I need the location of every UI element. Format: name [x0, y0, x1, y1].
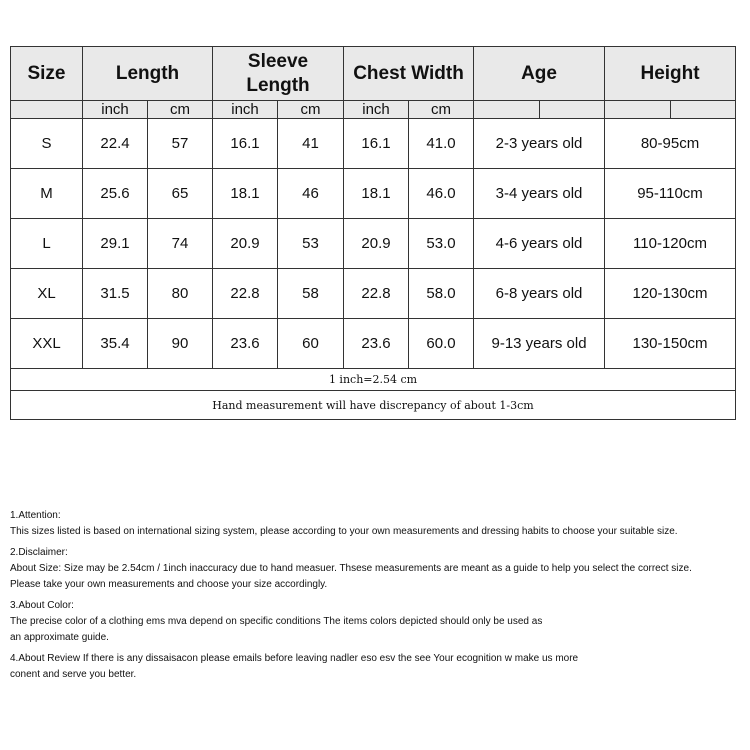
- table-cell: 41.0: [408, 118, 475, 169]
- table-cell: L: [10, 218, 83, 269]
- table-cell: 80-95cm: [604, 118, 737, 169]
- table-cell: 22.8: [212, 268, 279, 319]
- conversion-note: 1 inch=2.54 cm: [9, 368, 737, 391]
- discrepancy-note-row: Hand measurement will have discrepancy o…: [9, 390, 737, 420]
- table-cell: 6-8 years old: [473, 268, 606, 319]
- table-cell: XL: [10, 268, 83, 319]
- unit-blank: [604, 100, 672, 119]
- header-length: Length: [81, 46, 214, 101]
- table-cell: 20.9: [343, 218, 410, 269]
- table-cell: 53.0: [408, 218, 475, 269]
- notes-section: 1.Attention: This sizes listed is based o…: [10, 508, 692, 688]
- table-cell: 130-150cm: [604, 318, 737, 369]
- note-line: an approximate guide.: [10, 632, 109, 643]
- table-row: XL 31.5 80 22.8 58 22.8 58.0 6-8 years old 120-1…: [10, 268, 737, 319]
- table-cell: 58: [277, 268, 345, 319]
- table-cell: 25.6: [82, 168, 148, 219]
- table-cell: 23.6: [343, 318, 410, 369]
- note-line: conent and serve you better.: [10, 669, 137, 680]
- table-cell: 22.8: [343, 268, 410, 319]
- table-cell: 46: [277, 168, 345, 219]
- header-height: Height: [604, 46, 737, 101]
- note-title: 1.Attention:: [10, 510, 61, 521]
- note-line: The precise color of a clothing ems mva …: [10, 616, 543, 627]
- table-cell: 20.9: [212, 218, 279, 269]
- note-item: 2.Disclaimer: About Size: Size may be 2.5…: [10, 545, 692, 593]
- unit: inch: [343, 100, 410, 119]
- table-cell: 3-4 years old: [473, 168, 606, 219]
- table-row: M 25.6 65 18.1 46 18.1 46.0 3-4 years old 95-110…: [10, 168, 737, 219]
- table-cell: 60: [277, 318, 345, 369]
- table-cell: 80: [146, 268, 214, 319]
- unit-blank: [473, 100, 541, 119]
- unit: inch: [212, 100, 279, 119]
- header-sleeve-length: Sleeve Length: [212, 46, 345, 101]
- table-cell: S: [10, 118, 83, 169]
- table-cell: 58.0: [408, 268, 475, 319]
- table-cell: 60.0: [408, 318, 475, 369]
- table-cell: 9-13 years old: [473, 318, 606, 369]
- table-cell: 16.1: [343, 118, 410, 169]
- table-cell: XXL: [10, 318, 83, 369]
- note-item: 1.Attention: This sizes listed is based o…: [10, 508, 692, 540]
- table-cell: 2-3 years old: [473, 118, 606, 169]
- header-age: Age: [473, 46, 606, 101]
- table-row: XXL 35.4 90 23.6 60 23.6 60.0 9-13 years old 130…: [10, 318, 737, 369]
- table-cell: 31.5: [82, 268, 148, 319]
- header-chest-width: Chest Width: [343, 46, 475, 101]
- size-chart-table: Size Length Sleeve Length Chest Width Ag…: [9, 46, 737, 420]
- table-cell: 74: [146, 218, 214, 269]
- header-row: Size Length Sleeve Length Chest Width Ag…: [10, 46, 737, 101]
- unit-blank: [539, 100, 606, 119]
- table-cell: 57: [146, 118, 214, 169]
- unit: inch: [82, 100, 148, 119]
- table-cell: 4-6 years old: [473, 218, 606, 269]
- table-row: L 29.1 74 20.9 53 20.9 53.0 4-6 years old 110-12…: [10, 218, 737, 269]
- unit-blank: [670, 100, 737, 119]
- unit: cm: [277, 100, 345, 119]
- note-item: 4.About Review If there is any dissaisac…: [10, 651, 692, 683]
- discrepancy-note: Hand measurement will have discrepancy o…: [9, 390, 737, 420]
- table-row: S 22.4 57 16.1 41 16.1 41.0 2-3 years old 80-95c…: [10, 118, 737, 169]
- table-cell: 41: [277, 118, 345, 169]
- unit: cm: [146, 100, 214, 119]
- table-cell: 18.1: [343, 168, 410, 219]
- note-title: 3.About Color:: [10, 600, 74, 611]
- note-title: 4.About Review If there is any dissaisac…: [10, 653, 579, 664]
- unit: cm: [408, 100, 475, 119]
- note-line: About Size: Size may be 2.54cm / 1inch i…: [10, 563, 692, 574]
- table-cell: M: [10, 168, 83, 219]
- note-title: 2.Disclaimer:: [10, 547, 68, 558]
- table-cell: 29.1: [82, 218, 148, 269]
- note-item: 3.About Color: The precise color of a clo…: [10, 598, 692, 646]
- table-cell: 16.1: [212, 118, 279, 169]
- note-line: This sizes listed is based on internatio…: [10, 526, 678, 537]
- table-cell: 65: [146, 168, 214, 219]
- note-line: Please take your own measurements and ch…: [10, 579, 328, 590]
- table-cell: 120-130cm: [604, 268, 737, 319]
- table-cell: 53: [277, 218, 345, 269]
- table-cell: 18.1: [212, 168, 279, 219]
- header-size: Size: [10, 46, 83, 101]
- conversion-note-row: 1 inch=2.54 cm: [9, 368, 737, 391]
- table-cell: 90: [146, 318, 214, 369]
- table-cell: 23.6: [212, 318, 279, 369]
- table-cell: 22.4: [82, 118, 148, 169]
- table-cell: 95-110cm: [604, 168, 737, 219]
- table-cell: 110-120cm: [604, 218, 737, 269]
- table-cell: 46.0: [408, 168, 475, 219]
- table-cell: 35.4: [82, 318, 148, 369]
- unit-blank: [10, 100, 83, 119]
- unit-row: inch cm inch cm inch cm: [10, 100, 737, 119]
